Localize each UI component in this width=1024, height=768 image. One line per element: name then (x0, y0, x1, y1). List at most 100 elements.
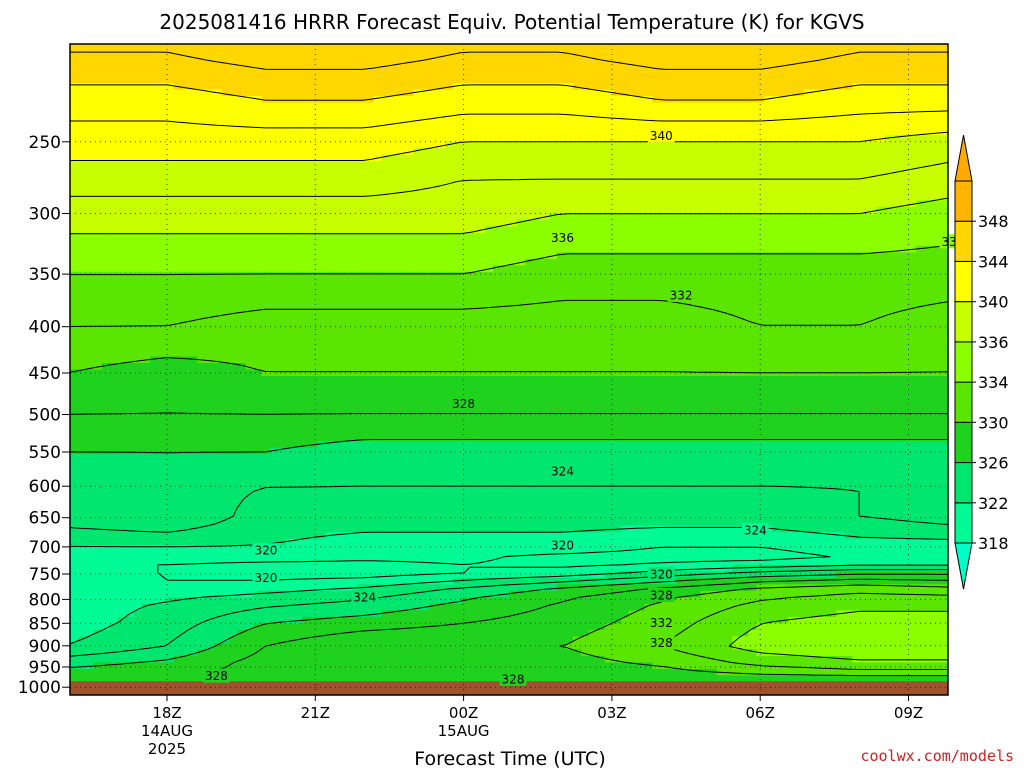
colorbar-tick-label: 340 (978, 293, 1009, 312)
contour-label-bg (499, 671, 527, 686)
theta-e-field (70, 44, 948, 695)
y-tick-label: 500 (29, 406, 61, 426)
x-tick-label: 21Z (301, 704, 330, 722)
y-tick-label: 850 (29, 614, 61, 634)
x-tick-sublabel: 2025 (148, 740, 186, 758)
x-axis-label: Forecast Time (UTC) (414, 748, 605, 768)
contour-340 (70, 131, 948, 161)
contour-label: 336 (551, 231, 574, 245)
plot-frame (69, 43, 949, 696)
contour-label: 324 (353, 590, 376, 604)
y-tick-label: 300 (29, 205, 61, 225)
contour-label: 324 (551, 464, 574, 478)
colorbar-bin (954, 381, 973, 423)
contour-label: 328 (650, 636, 673, 650)
colorbar: 318 322 326 330 334 336 340 344 348 (954, 134, 1009, 590)
contour-label-bg (252, 543, 280, 558)
contour-label-bg (252, 570, 280, 585)
contour-346 (70, 51, 948, 70)
colorbar-tick-label: 348 (978, 212, 1009, 231)
contour-label-bg (647, 615, 675, 630)
contour-label: 320 (551, 539, 574, 553)
colorbar-tick-label: 322 (978, 494, 1009, 513)
contour-label: 320 (254, 571, 277, 585)
contour-label: 332 (670, 288, 693, 302)
contour-label-bg (647, 635, 675, 650)
colorbar-bin (954, 421, 973, 463)
y-tick-label: 700 (29, 538, 61, 558)
x-tick-label: 03Z (597, 704, 626, 722)
colorbar-bin (954, 220, 973, 262)
contour-label: 332 (650, 616, 673, 630)
contour-label: 328 (452, 397, 475, 411)
contour-label-bg (351, 589, 379, 604)
x-tick-label: 06Z (746, 704, 775, 722)
contour-label: 324 (744, 524, 767, 538)
x-tick-sublabel: 14AUG (141, 722, 193, 740)
y-axis: 250 300 350 400 450 500 550 600 650 700 750 800 850 9… (18, 133, 70, 698)
contour-label-bg (203, 668, 230, 683)
y-tick-label: 400 (29, 318, 61, 338)
y-tick-label: 250 (29, 133, 61, 153)
colorbar-bin (954, 301, 973, 343)
x-tick-sublabel: 15AUG (438, 722, 490, 740)
contour-342 (70, 110, 948, 129)
contour-label-bg (549, 463, 576, 478)
y-tick-label: 900 (29, 637, 61, 657)
contour-label: 328 (650, 589, 673, 603)
contour-label: 320 (650, 568, 673, 582)
contour-336 (70, 197, 948, 235)
contour-334 (70, 244, 948, 661)
colorbar-tick-label: 326 (978, 454, 1009, 473)
colorbar-over-arrow (954, 134, 973, 182)
y-tick-label: 800 (29, 590, 61, 610)
contour-328 (70, 412, 948, 688)
chart-title: 2025081416 HRRR Forecast Equiv. Potentia… (159, 10, 864, 34)
colorbar-bin (954, 502, 973, 544)
y-tick-label: 750 (29, 565, 61, 585)
colorbar-bin (954, 260, 973, 303)
colorbar-tick-label: 334 (978, 373, 1009, 392)
colorbar-tick-label: 318 (978, 534, 1009, 553)
y-tick-label: 650 (29, 509, 61, 529)
contour-label-bg (667, 287, 695, 302)
y-tick-label: 1000 (18, 678, 61, 698)
contour-320 (157, 546, 831, 581)
contour-label-bg (741, 523, 769, 538)
contour-label: 328 (205, 669, 228, 683)
contour-label-bg (450, 396, 477, 411)
contour-344 (70, 84, 948, 101)
contour-label-bg (647, 588, 675, 602)
x-tick-label: 00Z (449, 704, 478, 722)
contour-label-bg (647, 567, 675, 581)
colorbar-tick-label: 336 (978, 333, 1009, 352)
colorbar-bin (954, 462, 973, 504)
grid-lines (70, 44, 948, 695)
x-tick-label: 18Z (152, 704, 181, 722)
ground-fill (70, 681, 948, 695)
y-tick-label: 350 (29, 265, 61, 285)
colorbar-bin (954, 341, 973, 383)
credit-text: coolwx.com/models (860, 747, 1014, 765)
contour-330 (70, 357, 948, 677)
contour-label: 340 (650, 129, 673, 143)
y-tick-label: 950 (29, 658, 61, 678)
colorbar-under-arrow (954, 542, 973, 590)
y-tick-label: 450 (29, 364, 61, 384)
contour-label: 320 (254, 544, 277, 558)
contour-label-bg (549, 538, 576, 553)
contour-332 (70, 299, 948, 670)
x-tick-label: 09Z (894, 704, 923, 722)
colorbar-tick-label: 344 (978, 252, 1009, 271)
colorbar-bin (954, 180, 973, 222)
contour-label-bg (549, 230, 576, 245)
colorbar-tick-label: 330 (978, 413, 1009, 432)
contour-label: 328 (502, 672, 525, 686)
y-tick-label: 600 (29, 477, 61, 497)
contour-label-bg (647, 128, 675, 143)
contour-338 (70, 161, 948, 197)
